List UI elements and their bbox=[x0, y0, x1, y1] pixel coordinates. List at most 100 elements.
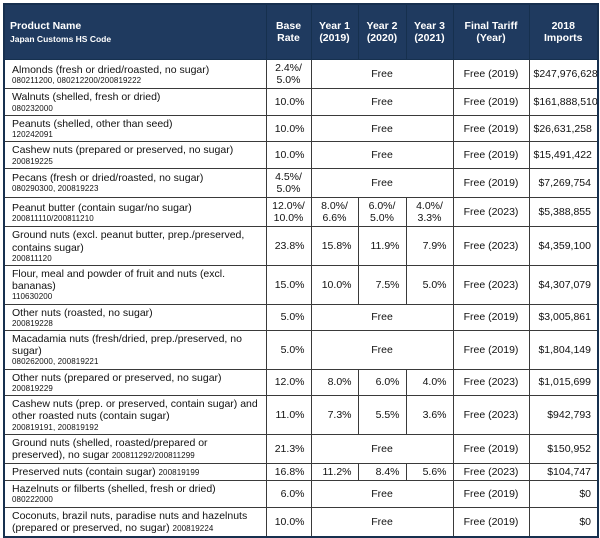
year1-cell: 10.0% bbox=[310, 265, 359, 305]
hs-code: 080232000 bbox=[12, 103, 53, 113]
year1-cell: 7.3% bbox=[310, 395, 359, 435]
year3-cell: 5.0% bbox=[405, 265, 454, 305]
year3-cell: 7.9% bbox=[405, 226, 454, 267]
year1-cell: 8.0%/ 6.6% bbox=[310, 197, 359, 228]
table-row-cashew-no-sugar: Cashew nuts (prepared or preserved, no s… bbox=[3, 141, 599, 169]
product-cell: Pecans (fresh or dried/roasted, no sugar… bbox=[3, 167, 267, 199]
years-free-cell: Free bbox=[310, 141, 454, 169]
tariff-table: Product Name Japan Customs HS Code Base … bbox=[3, 3, 599, 538]
header-product-name: Product Name Japan Customs HS Code bbox=[3, 3, 267, 61]
final-tariff-cell: Free (2023) bbox=[452, 463, 530, 482]
table-row-peanuts: Peanuts (shelled, other than seed) 12024… bbox=[3, 114, 599, 143]
product-cell: Peanut butter (contain sugar/no sugar) 2… bbox=[3, 197, 267, 228]
years-free-cell: Free bbox=[310, 88, 454, 116]
hs-code: 200819229 bbox=[12, 383, 53, 393]
year2-cell: 7.5% bbox=[357, 265, 407, 305]
years-free-cell: Free bbox=[310, 167, 454, 199]
year2-cell: 6.0%/ 5.0% bbox=[357, 197, 407, 228]
product-cell: Ground nuts (excl. peanut butter, prep./… bbox=[3, 226, 267, 267]
imports-cell: $150,952 bbox=[528, 433, 599, 465]
base-rate-cell: 4.5%/ 5.0% bbox=[265, 167, 312, 199]
table-row-pecans: Pecans (fresh or dried/roasted, no sugar… bbox=[3, 167, 599, 199]
product-name: Peanut butter (contain sugar/no sugar) bbox=[12, 201, 192, 214]
header-year1: Year 1 (2019) bbox=[310, 3, 359, 61]
base-rate-cell: 6.0% bbox=[265, 480, 312, 508]
final-tariff-cell: Free (2023) bbox=[452, 197, 530, 228]
product-name: Ground nuts (excl. peanut butter, prep./… bbox=[12, 229, 245, 254]
base-rate-cell: 15.0% bbox=[265, 265, 312, 305]
hs-code: 200819199 bbox=[158, 468, 200, 478]
hs-code: 120242091 bbox=[12, 130, 53, 140]
final-tariff-cell: Free (2023) bbox=[452, 395, 530, 435]
table-row-other-nuts-preserved: Other nuts (prepared or preserved, no su… bbox=[3, 368, 599, 397]
imports-cell: $26,631,258 bbox=[528, 114, 599, 143]
product-name: Flour, meal and powder of fruit and nuts… bbox=[12, 268, 226, 293]
year3-cell: 5.6% bbox=[405, 463, 454, 482]
hs-code: 080211200, 080212200/200819222 bbox=[12, 75, 142, 85]
product-cell: Other nuts (roasted, no sugar) 200819228 bbox=[3, 303, 267, 332]
imports-cell: $104,747 bbox=[528, 463, 599, 482]
base-rate-cell: 5.0% bbox=[265, 330, 312, 370]
hs-code: 200819224 bbox=[172, 523, 214, 533]
product-name: Cashew nuts (prepared or preserved, no s… bbox=[12, 144, 234, 157]
final-tariff-cell: Free (2023) bbox=[452, 226, 530, 267]
header-base-rate: Base Rate bbox=[265, 3, 312, 61]
product-cell: Cashew nuts (prep. or preserved, contain… bbox=[3, 395, 267, 435]
final-tariff-cell: Free (2019) bbox=[452, 167, 530, 199]
product-cell: Walnuts (shelled, fresh or dried) 080232… bbox=[3, 88, 267, 116]
final-tariff-cell: Free (2019) bbox=[452, 59, 530, 90]
product-cell: Almonds (fresh or dried/roasted, no suga… bbox=[3, 59, 267, 90]
years-free-cell: Free bbox=[310, 59, 454, 90]
year2-cell: 11.9% bbox=[357, 226, 407, 267]
table-row-almonds: Almonds (fresh or dried/roasted, no suga… bbox=[3, 59, 599, 90]
years-free-cell: Free bbox=[310, 506, 454, 538]
final-tariff-cell: Free (2019) bbox=[452, 480, 530, 508]
table-row-ground-nuts-sugar: Ground nuts (excl. peanut butter, prep./… bbox=[3, 226, 599, 267]
imports-cell: $3,005,861 bbox=[528, 303, 599, 332]
table-row-walnuts: Walnuts (shelled, fresh or dried) 080232… bbox=[3, 88, 599, 116]
product-name: Hazelnuts or filberts (shelled, fresh or… bbox=[12, 483, 216, 496]
imports-cell: $7,269,754 bbox=[528, 167, 599, 199]
year1-cell: 8.0% bbox=[310, 368, 359, 397]
year2-cell: 5.5% bbox=[357, 395, 407, 435]
product-cell: Peanuts (shelled, other than seed) 12024… bbox=[3, 114, 267, 143]
product-cell: Coconuts, brazil nuts, paradise nuts and… bbox=[3, 506, 267, 538]
base-rate-cell: 10.0% bbox=[265, 506, 312, 538]
hs-code: 200811292/200811299 bbox=[111, 450, 195, 460]
product-cell: Macadamia nuts (fresh/dried, prep./prese… bbox=[3, 330, 267, 370]
years-free-cell: Free bbox=[310, 480, 454, 508]
product-name: Preserved nuts (contain sugar) bbox=[12, 466, 156, 479]
base-rate-cell: 10.0% bbox=[265, 88, 312, 116]
imports-cell: $5,388,855 bbox=[528, 197, 599, 228]
imports-cell: $0 bbox=[528, 506, 599, 538]
imports-cell: $0 bbox=[528, 480, 599, 508]
hs-code: 200811110/200811210 bbox=[12, 213, 94, 223]
table-row-coconuts-brazil: Coconuts, brazil nuts, paradise nuts and… bbox=[3, 506, 599, 538]
imports-cell: $15,491,422 bbox=[528, 141, 599, 169]
table-row-other-nuts-roasted: Other nuts (roasted, no sugar) 200819228… bbox=[3, 303, 599, 332]
imports-cell: $942,793 bbox=[528, 395, 599, 435]
product-name: Peanuts (shelled, other than seed) bbox=[12, 117, 173, 130]
final-tariff-cell: Free (2019) bbox=[452, 433, 530, 465]
header-product-title: Product Name bbox=[10, 20, 82, 33]
final-tariff-cell: Free (2019) bbox=[452, 88, 530, 116]
imports-cell: $161,888,510 bbox=[528, 88, 599, 116]
imports-cell: $4,307,079 bbox=[528, 265, 599, 305]
imports-cell: $247,976,628 bbox=[528, 59, 599, 90]
product-cell: Other nuts (prepared or preserved, no su… bbox=[3, 368, 267, 397]
years-free-cell: Free bbox=[310, 433, 454, 465]
product-name: Macadamia nuts (fresh/dried, prep./prese… bbox=[12, 333, 242, 358]
years-free-cell: Free bbox=[310, 330, 454, 370]
year3-cell: 4.0%/ 3.3% bbox=[405, 197, 454, 228]
table-row-peanut-butter: Peanut butter (contain sugar/no sugar) 2… bbox=[3, 197, 599, 228]
product-name: Ground nuts (shelled, roasted/prepared o… bbox=[12, 436, 208, 461]
final-tariff-cell: Free (2019) bbox=[452, 141, 530, 169]
product-name: Walnuts (shelled, fresh or dried) bbox=[12, 91, 161, 104]
product-name: Pecans (fresh or dried/roasted, no sugar… bbox=[12, 172, 204, 185]
table-header-row: Product Name Japan Customs HS Code Base … bbox=[3, 3, 599, 61]
base-rate-cell: 5.0% bbox=[265, 303, 312, 332]
base-rate-cell: 21.3% bbox=[265, 433, 312, 465]
header-product-subtitle: Japan Customs HS Code bbox=[10, 33, 112, 44]
header-2018-imports: 2018 Imports bbox=[528, 3, 599, 61]
